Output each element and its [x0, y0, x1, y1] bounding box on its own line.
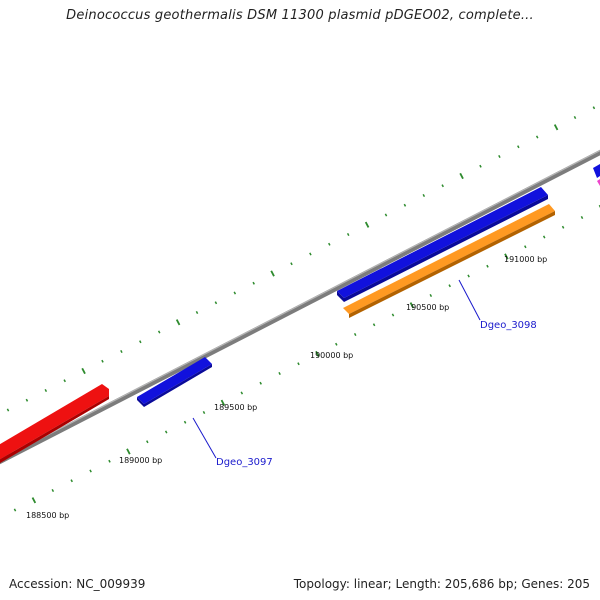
tick-outer-minor — [573, 115, 577, 120]
tick-inner-minor — [108, 459, 111, 463]
tick-outer-minor — [346, 232, 350, 237]
tick-inner-minor — [259, 381, 262, 385]
tick-outer-minor — [535, 135, 539, 139]
gene-blue-right-edge[interactable] — [593, 164, 600, 178]
gene-orange[interactable] — [343, 204, 555, 318]
tick-inner-minor — [335, 342, 338, 346]
ruler-labels: 188500 bp 189000 bp 189500 bp 190000 bp … — [26, 255, 547, 520]
tick-label-189500: 189500 bp — [214, 403, 257, 412]
tick-inner-major — [409, 302, 415, 309]
gene-dgeo-3098[interactable] — [337, 187, 548, 302]
tick-inner-minor — [542, 235, 546, 239]
tick-label-191000: 191000 bp — [504, 255, 547, 264]
tick-inner-major — [315, 350, 320, 358]
tick-inner-minor — [202, 410, 206, 415]
tick-inner-major — [504, 253, 509, 260]
tick-outer-minor — [290, 262, 293, 266]
gene-labels: Dgeo_3097 Dgeo_3098 — [192, 279, 537, 468]
tick-inner-minor — [467, 274, 470, 278]
tick-outer-major — [553, 124, 559, 131]
tick-outer-minor — [139, 340, 142, 344]
tick-marks-outer — [6, 106, 596, 412]
gene-label-dgeo-3097[interactable]: Dgeo_3097 — [216, 457, 273, 468]
tick-outer-minor — [195, 310, 199, 315]
tick-outer-minor — [44, 388, 48, 393]
tick-marks-inner — [13, 204, 600, 512]
tick-outer-minor — [328, 242, 331, 246]
tick-outer-minor — [422, 193, 426, 198]
tick-outer-major — [459, 172, 464, 180]
tick-inner-minor — [183, 420, 187, 424]
tick-outer-minor — [403, 203, 407, 207]
tick-inner-minor — [297, 362, 300, 366]
tick-inner-minor — [448, 284, 451, 288]
tick-outer-minor — [592, 106, 596, 110]
tick-outer-minor — [498, 154, 501, 159]
tick-label-190000: 190000 bp — [310, 351, 353, 360]
tick-outer-minor — [25, 398, 29, 402]
tick-outer-major — [81, 367, 86, 375]
tick-outer-minor — [309, 252, 312, 256]
tick-outer-major — [270, 270, 275, 277]
tick-inner-minor — [146, 440, 149, 444]
sequence-backbone-highlight — [0, 149, 600, 461]
tick-outer-minor — [157, 330, 161, 334]
tick-outer-minor — [214, 301, 218, 305]
tick-label-188500: 188500 bp — [26, 511, 69, 520]
tick-inner-minor — [561, 225, 565, 229]
tick-inner-minor — [391, 313, 395, 317]
tick-outer-minor — [384, 213, 388, 217]
tick-outer-minor — [63, 379, 66, 383]
tick-label-190500: 190500 bp — [406, 303, 449, 312]
tick-inner-minor — [486, 264, 489, 268]
tick-outer-minor — [6, 408, 10, 412]
tick-outer-minor — [479, 164, 482, 168]
gene-dgeo-3097[interactable] — [137, 357, 212, 407]
tick-inner-minor — [524, 245, 527, 249]
genome-summary-text: Topology: linear; Length: 205,686 bp; Ge… — [293, 577, 590, 591]
tick-inner-major — [220, 399, 226, 406]
tick-outer-major — [175, 319, 181, 326]
tick-inner-minor — [580, 215, 584, 220]
tick-inner-minor — [89, 469, 92, 473]
label-leader-dgeo-3097 — [192, 417, 217, 459]
tick-inner-major — [126, 448, 131, 455]
accession-text: Accession: NC_009939 — [9, 577, 146, 591]
tick-outer-minor — [101, 359, 104, 363]
tick-inner-minor — [164, 430, 168, 434]
tick-inner-minor — [372, 323, 376, 327]
tick-inner-minor — [353, 332, 357, 337]
tick-inner-minor — [51, 488, 55, 493]
tick-outer-minor — [120, 349, 123, 354]
tick-outer-major — [364, 221, 370, 228]
tick-inner-minor — [429, 293, 433, 298]
tick-outer-minor — [252, 281, 255, 285]
tick-inner-major — [31, 497, 37, 504]
gene-label-dgeo-3098[interactable]: Dgeo_3098 — [480, 320, 537, 331]
tick-inner-minor — [70, 479, 73, 483]
tick-inner-minor — [278, 371, 281, 376]
tick-inner-minor — [13, 508, 17, 512]
tick-outer-minor — [517, 145, 520, 149]
tick-inner-minor — [240, 391, 244, 395]
label-leader-dgeo-3098 — [458, 279, 481, 321]
tick-label-189000: 189000 bp — [119, 456, 162, 465]
sequence-backbone — [0, 149, 600, 465]
tick-outer-minor — [441, 184, 444, 188]
tick-outer-minor — [233, 291, 237, 295]
gene-magenta-right-edge[interactable] — [597, 179, 600, 186]
map-title: Deinococcus geothermalis DSM 11300 plasm… — [66, 8, 534, 23]
gene-red[interactable] — [0, 384, 109, 469]
